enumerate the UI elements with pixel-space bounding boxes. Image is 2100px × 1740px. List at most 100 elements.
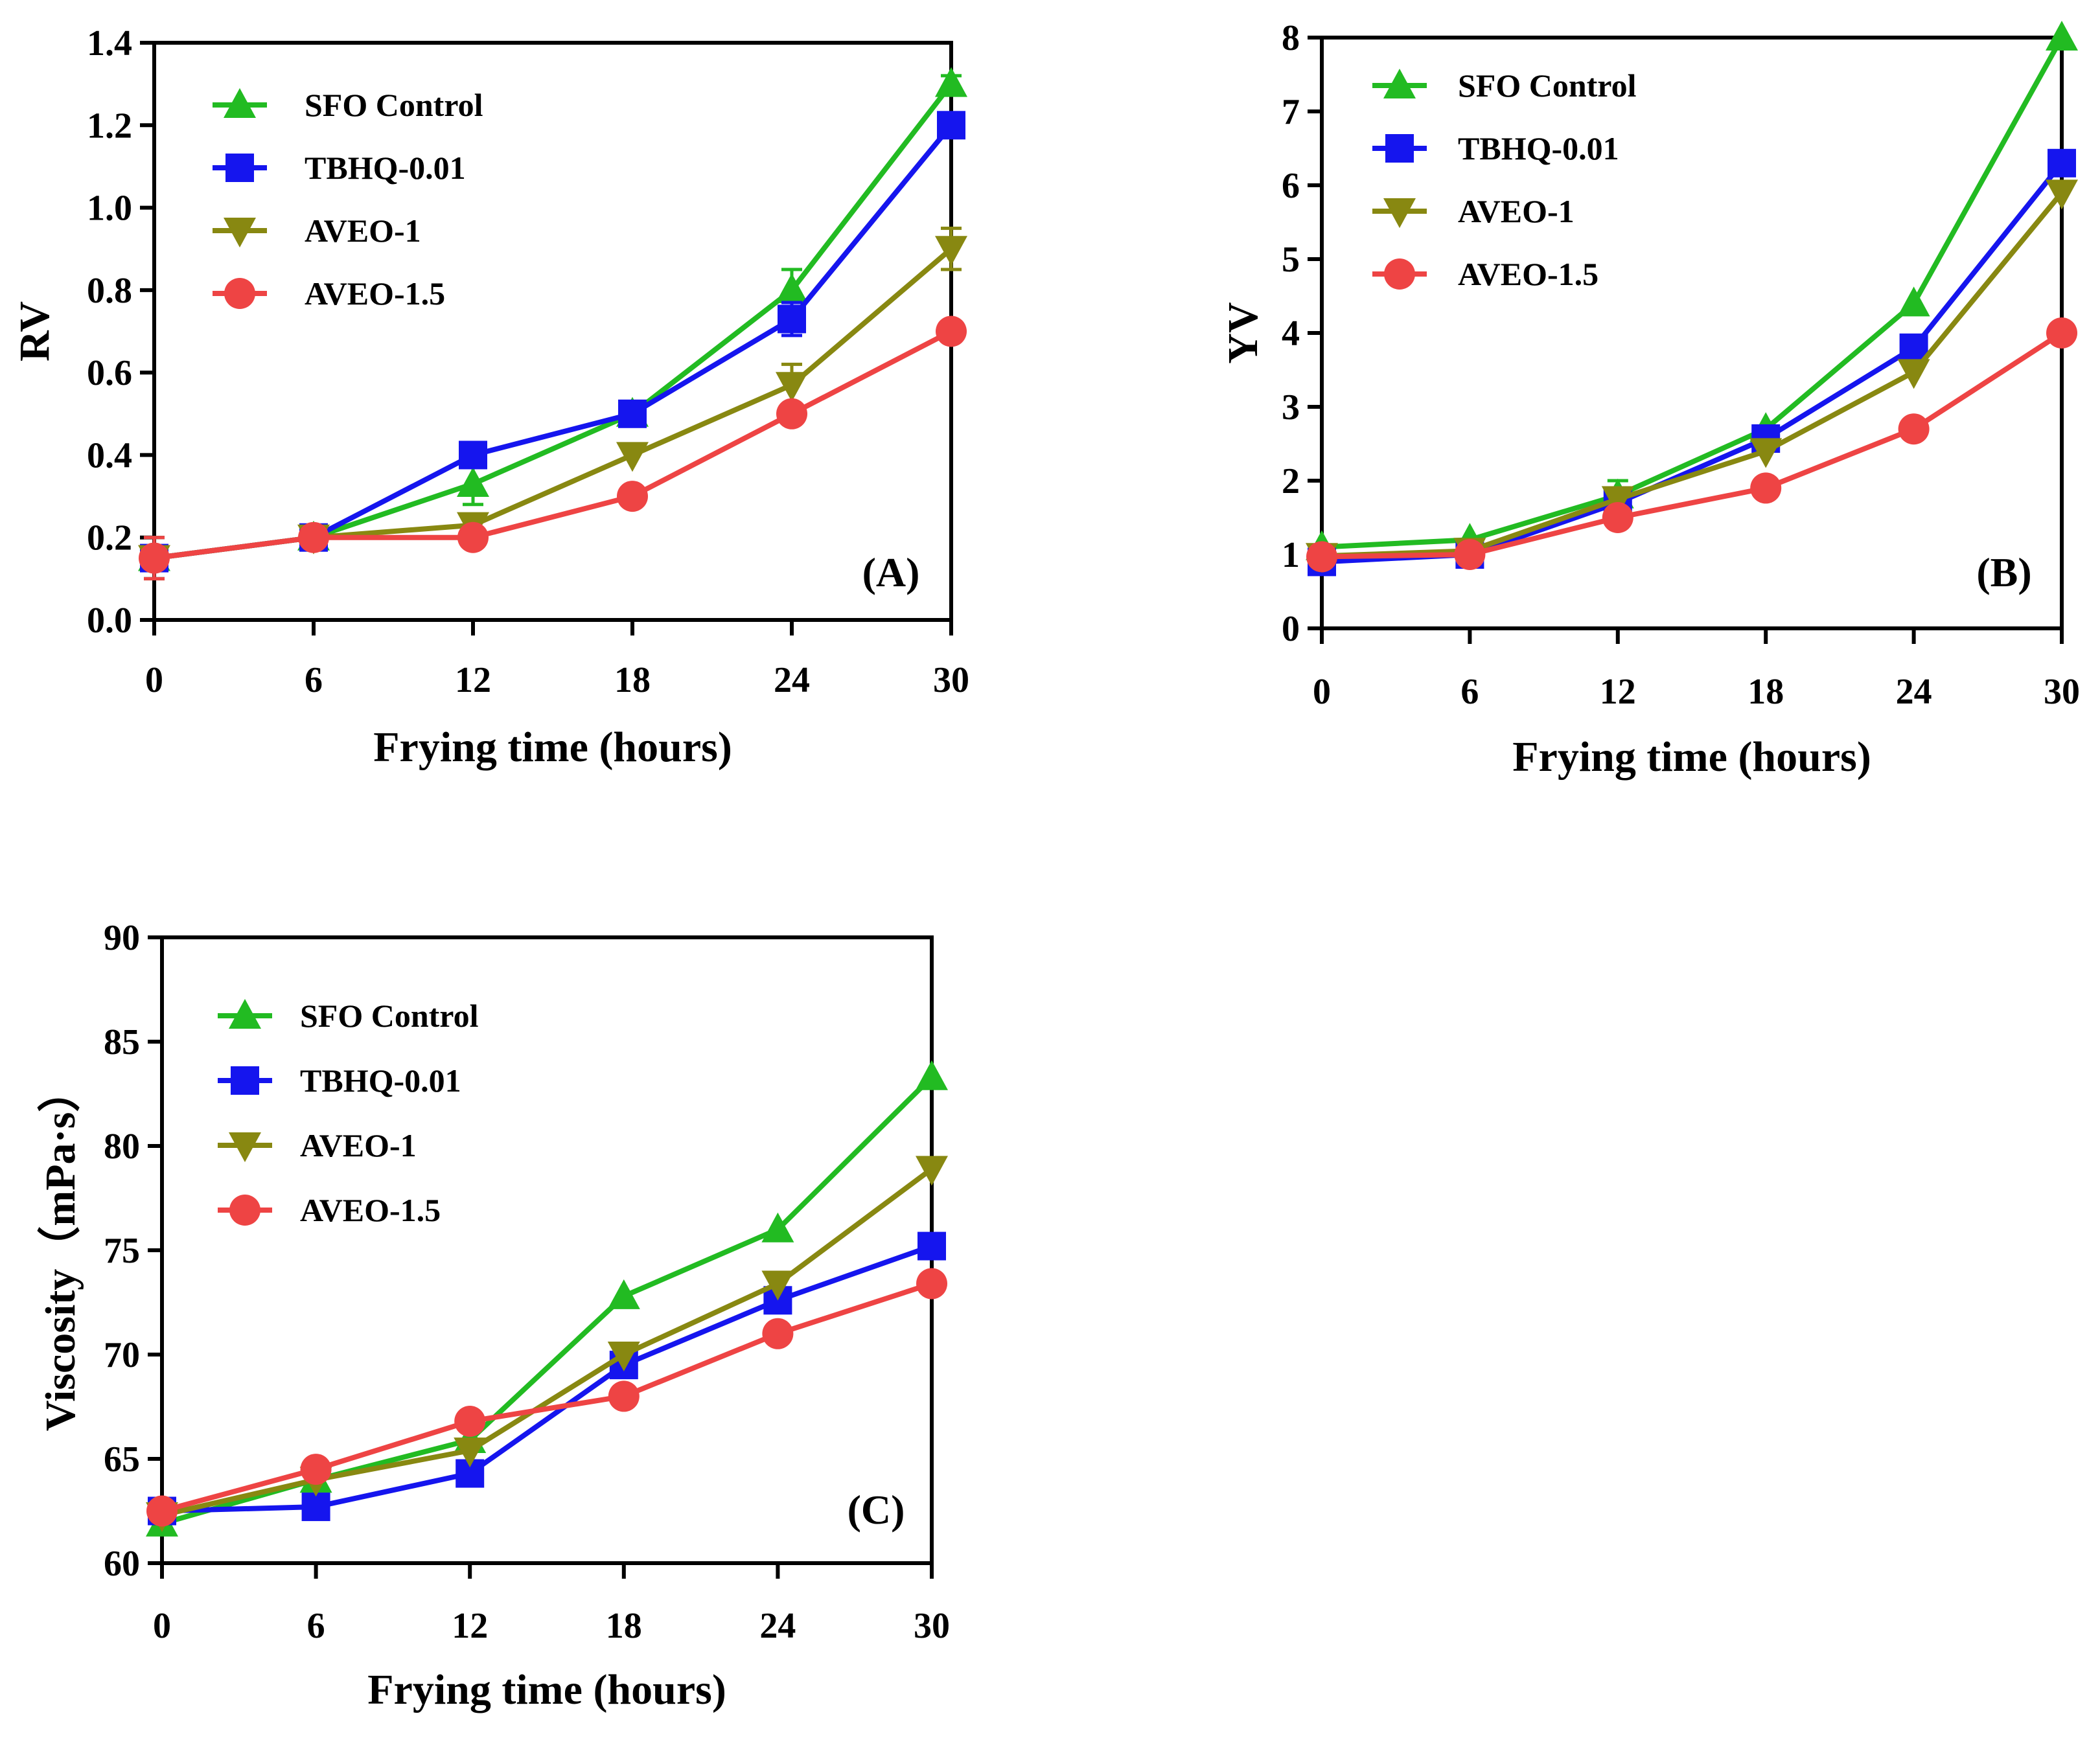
legend-marker	[1383, 198, 1416, 228]
legend-marker	[225, 154, 254, 182]
y-axis-title: RV	[11, 301, 58, 361]
data-point	[608, 1380, 640, 1412]
legend-label: AVEO-1	[300, 1127, 417, 1163]
plot-frame	[152, 41, 953, 622]
data-point	[1897, 286, 1930, 317]
legend-item: TBHQ-0.01	[1372, 130, 1619, 166]
data-point	[454, 1437, 487, 1468]
x-tick-label: 0	[1313, 672, 1331, 712]
legend-label: TBHQ-0.01	[1458, 130, 1619, 166]
series-line	[161, 1281, 933, 1514]
data-point	[1454, 539, 1486, 570]
series-aveo-1	[1306, 179, 2078, 573]
legend-item: SFO Control	[1372, 67, 1637, 104]
y-tick-label: 6	[1282, 166, 1300, 206]
data-point	[761, 1212, 794, 1242]
legend-marker	[1384, 258, 1415, 290]
data-point	[139, 542, 170, 574]
y-tick-label: 0.0	[87, 601, 132, 641]
y-tick-label: 8	[1282, 18, 1300, 58]
series-aveo-1-5	[146, 1268, 947, 1527]
chart-panel-1: 0.0 0.2 0.4 0.6 0.8 1.0 1.2 1.4 0 6 12 18 24 30 Frying…	[11, 23, 969, 771]
data-point	[618, 399, 647, 428]
legend-marker	[224, 88, 256, 118]
data-point	[617, 481, 648, 512]
y-tick-label: 90	[104, 918, 140, 958]
series-line	[161, 1243, 933, 1514]
x-tick-label: 18	[606, 1606, 642, 1646]
y-tick-label: 0	[1282, 609, 1300, 649]
legend-label: AVEO-1.5	[1458, 256, 1598, 292]
legend-item: TBHQ-0.01	[213, 150, 466, 186]
series-sfo-control	[138, 67, 967, 580]
legend-label: AVEO-1	[305, 212, 421, 249]
legend-label: TBHQ-0.01	[300, 1062, 461, 1099]
legend-label: AVEO-1.5	[305, 275, 445, 312]
x-tick-label: 12	[452, 1606, 488, 1646]
series-line	[1321, 190, 2064, 559]
y-tick-label: 70	[104, 1335, 140, 1375]
data-point	[776, 372, 808, 402]
y-tick-label: 1	[1282, 535, 1300, 575]
series-line	[161, 1075, 934, 1526]
x-tick-label: 30	[2044, 672, 2080, 712]
x-tick-label: 24	[1896, 672, 1932, 712]
data-point	[776, 398, 807, 429]
y-tick-label: 0.8	[87, 271, 132, 311]
y-tick-label: 0.6	[87, 353, 132, 393]
y-tick-label: 75	[104, 1231, 140, 1271]
series-aveo-1-5	[139, 315, 967, 580]
x-tick-label: 0	[145, 660, 163, 700]
x-axis-title: Frying time (hours)	[367, 1666, 726, 1713]
y-tick-label: 60	[104, 1544, 140, 1584]
x-tick-label: 12	[1600, 672, 1636, 712]
legend-marker	[229, 999, 261, 1029]
data-point	[457, 521, 489, 553]
data-point	[616, 442, 649, 472]
data-point	[761, 1270, 794, 1301]
data-point	[298, 521, 329, 553]
y-tick-label: 2	[1282, 461, 1300, 501]
data-point	[1898, 413, 1930, 445]
x-tick-label: 30	[914, 1606, 950, 1646]
panel-label: (B)	[1976, 549, 2031, 595]
data-point	[301, 1493, 330, 1522]
legend-marker	[224, 278, 255, 309]
data-point	[937, 111, 965, 140]
data-point	[935, 236, 967, 266]
x-tick-label: 30	[933, 660, 969, 700]
series-line	[1321, 330, 2064, 560]
legend-marker	[229, 1195, 260, 1226]
legend-item: AVEO-1	[218, 1127, 417, 1163]
legend: SFO Control TBHQ-0.01 AVEO-1 AVEO-1.5	[1372, 67, 1637, 292]
data-point	[935, 67, 967, 97]
chart-panel-3: 60 65 70 75 80 85 90 0 6 12 18 24 30 Frying time (hou…	[36, 918, 950, 1713]
x-tick-label: 24	[774, 660, 810, 700]
legend-label: TBHQ-0.01	[305, 150, 466, 186]
data-point	[146, 1495, 178, 1527]
y-tick-label: 65	[104, 1439, 140, 1480]
data-point	[1897, 359, 1930, 389]
y-tick-label: 3	[1282, 387, 1300, 428]
legend-label: SFO Control	[1458, 67, 1637, 104]
data-point	[2046, 317, 2077, 349]
legend-item: SFO Control	[218, 998, 479, 1034]
series-aveo-1-5	[1306, 317, 2077, 573]
data-point	[916, 1060, 948, 1090]
legend: SFO Control TBHQ-0.01 AVEO-1 AVEO-1.5	[218, 998, 479, 1228]
legend-marker	[231, 1066, 259, 1095]
data-point	[300, 1454, 332, 1485]
data-point	[1601, 486, 1634, 516]
data-point	[454, 1406, 486, 1437]
data-point	[607, 1279, 640, 1309]
series-line	[154, 123, 954, 561]
series-line	[161, 1167, 934, 1518]
data-point	[762, 1318, 794, 1349]
legend-item: AVEO-1	[1372, 193, 1575, 229]
legend-label: SFO Control	[300, 998, 479, 1034]
legend-item: AVEO-1.5	[1372, 256, 1598, 292]
data-point	[607, 1342, 640, 1371]
data-point	[2048, 148, 2076, 177]
